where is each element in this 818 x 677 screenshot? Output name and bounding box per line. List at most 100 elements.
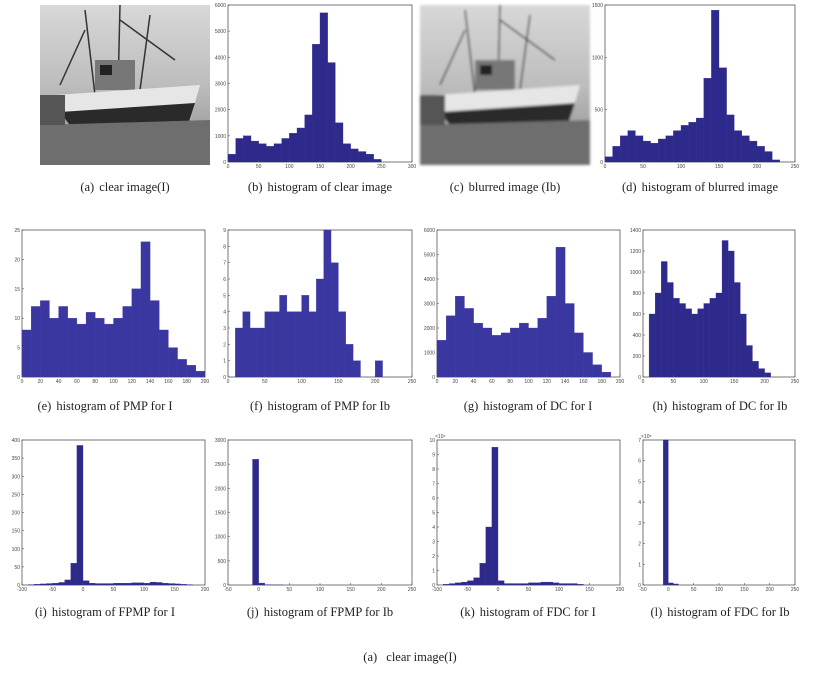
histogram-bar <box>503 583 511 586</box>
panel-caption: (a) clear image(I) <box>80 180 169 194</box>
histogram-bar <box>718 67 727 163</box>
histogram-bar <box>350 148 359 163</box>
panel-caption-text: clear image(I) <box>99 180 169 194</box>
x-tick-label: 100 <box>316 587 325 593</box>
panel: 0 50 100 150 200 250 0 500 1000 1500 (d) histogram … <box>592 3 800 194</box>
panel-label: (h) <box>653 399 668 413</box>
histogram-bar <box>685 308 692 378</box>
histogram-bar <box>574 332 584 378</box>
panel-caption-text: histogram of FPMP for Ib <box>264 605 393 619</box>
x-tick-label: 160 <box>579 379 588 385</box>
histogram-bar <box>95 318 105 378</box>
y-tick-label: 400 <box>633 333 642 339</box>
histogram-bar <box>279 295 288 378</box>
histogram-bar <box>667 282 674 378</box>
panel-label: (a) <box>80 180 94 194</box>
y-tick-label: 1500 <box>215 511 226 517</box>
y-tick-label: 150 <box>12 529 21 535</box>
histogram-bar <box>436 340 447 378</box>
y-tick-label: 400 <box>12 438 21 444</box>
y-tick-label: 5 <box>17 346 20 352</box>
x-tick-label: 0 <box>21 379 24 385</box>
histogram-bar <box>168 583 175 586</box>
x-tick-label: 250 <box>408 379 417 385</box>
histogram-bar <box>577 584 584 586</box>
histogram-bar <box>583 352 593 378</box>
panel-caption-text: histogram of FDC for I <box>480 605 596 619</box>
x-tick-label: 150 <box>316 164 325 170</box>
panel: -100 -50 0 50 100 150 200 0 50 100 150 200 250 300 350… <box>12 438 210 619</box>
panel-caption-text: histogram of FPMP for I <box>52 605 175 619</box>
x-tick-label: 200 <box>616 379 625 385</box>
histogram-bar <box>125 583 132 586</box>
histogram-bar <box>250 140 259 163</box>
x-tick-label: 100 <box>700 379 709 385</box>
y-tick-label: 3000 <box>424 302 435 308</box>
y-tick-label: 5 <box>638 479 641 485</box>
histogram-bar <box>500 332 511 378</box>
histogram-bar <box>289 133 298 163</box>
histogram-bar <box>149 300 160 378</box>
panel-caption: (f) histogram of PMP for Ib <box>250 399 390 413</box>
y-tick-label: 250 <box>12 492 21 498</box>
y-tick-label: 2000 <box>215 108 226 114</box>
x-tick-label: 100 <box>524 379 533 385</box>
y-tick-label: 350 <box>12 456 21 462</box>
x-tick-label: 60 <box>74 379 80 385</box>
histogram-bar <box>327 62 336 163</box>
histogram-bar <box>528 327 538 378</box>
y-tick-label: 7 <box>638 438 641 444</box>
histogram-bar <box>335 122 344 163</box>
histogram-bar <box>258 143 267 163</box>
x-tick-label: 250 <box>791 379 800 385</box>
y-tick-label: 1500 <box>592 3 603 9</box>
histogram-bar <box>455 582 462 586</box>
histogram-bar <box>479 563 486 586</box>
histogram-bar <box>113 583 120 586</box>
x-tick-label: 80 <box>92 379 98 385</box>
y-tick-label: 3000 <box>215 82 226 88</box>
x-tick-label: 200 <box>201 379 210 385</box>
x-tick-label: -50 <box>224 587 231 593</box>
x-tick-label: 150 <box>740 587 749 593</box>
histogram-bar <box>64 579 71 586</box>
x-tick-label: 0 <box>227 164 230 170</box>
panel-label: (e) <box>37 399 51 413</box>
panel-caption-text: histogram of PMP for Ib <box>268 399 390 413</box>
x-tick-label: 200 <box>377 587 386 593</box>
histogram-bar <box>442 584 450 586</box>
histogram-bar <box>159 329 169 378</box>
x-tick-label: 20 <box>453 379 459 385</box>
x-tick-label: 150 <box>715 164 724 170</box>
histogram-bar <box>688 122 697 163</box>
histogram-bar <box>168 347 178 378</box>
panel-label: (g) <box>464 399 479 413</box>
x-tick-label: -50 <box>464 587 471 593</box>
y-tick-label: 0 <box>223 160 226 166</box>
histogram-bar <box>758 368 765 378</box>
histogram-bar <box>30 306 41 378</box>
histogram-bar <box>257 327 265 378</box>
y-tick-label: 6000 <box>424 228 435 234</box>
histogram-bar <box>727 250 735 378</box>
y-tick-label: 25 <box>14 228 20 234</box>
histogram-bar <box>272 311 280 378</box>
histogram-bar <box>764 372 771 378</box>
histogram-bar <box>564 303 575 378</box>
panel: (a) clear image(I) <box>80 180 169 194</box>
panel: 0 20 40 60 80 100 120 140 160 180 2000100020003000… <box>424 228 625 413</box>
histogram-bar <box>177 359 187 378</box>
histogram-bar <box>571 583 578 586</box>
y-tick-label: 4 <box>432 525 435 531</box>
histogram-bar <box>648 313 656 378</box>
histogram-bar <box>522 583 529 586</box>
histogram-bar <box>655 292 662 378</box>
x-tick-label: 200 <box>371 379 380 385</box>
y-tick-label: 6 <box>432 496 435 502</box>
panel-label: (l) <box>650 605 662 619</box>
histogram-bar <box>319 12 328 163</box>
y-tick-label: 15 <box>14 287 20 293</box>
histogram-bar <box>546 581 554 586</box>
histogram-bar <box>604 156 613 163</box>
histogram-bar <box>746 345 753 378</box>
